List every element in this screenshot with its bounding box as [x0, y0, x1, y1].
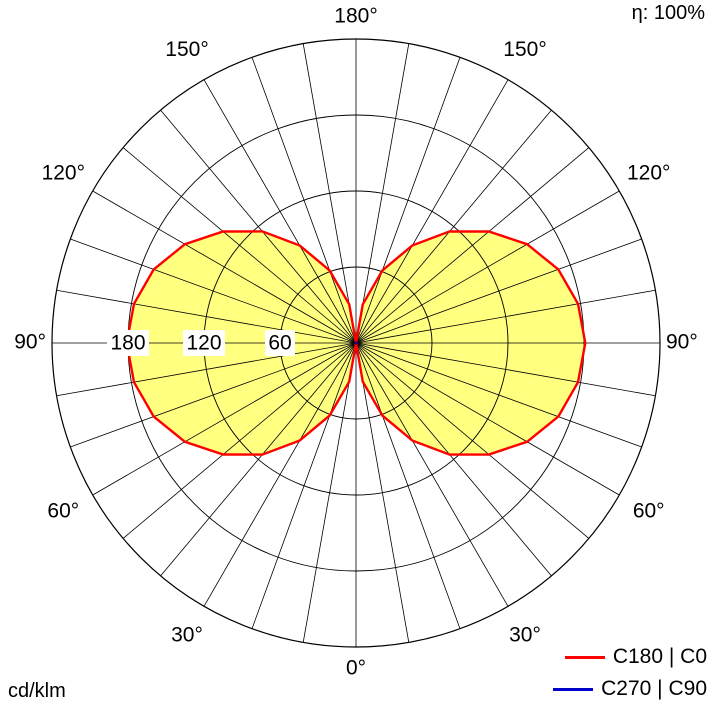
legend-label-c180-c0: C180 | C0: [612, 645, 707, 668]
angle-label-left-60: 60°: [47, 500, 79, 523]
angle-label-right-60: 60°: [633, 500, 665, 523]
angle-label-right-30: 30°: [509, 623, 541, 646]
radial-tick-label: 60: [268, 332, 291, 355]
legend-item-c180-c0: C180 | C0: [564, 645, 707, 669]
angle-label-left-150: 150°: [165, 38, 208, 61]
radial-tick-bg: [183, 330, 225, 356]
angle-label-left-90: 90°: [14, 331, 46, 354]
grid-circle: [51, 38, 661, 648]
angle-label-left-30: 30°: [171, 623, 203, 646]
radial-tick-bg: [265, 330, 295, 356]
unit-label: cd/klm: [8, 680, 66, 702]
efficiency-label: η: 100%: [631, 2, 705, 24]
angle-label-right-120: 120°: [627, 162, 670, 185]
radial-tick-label: 120: [186, 332, 221, 355]
angle-label-right-90: 90°: [666, 331, 698, 354]
polar-grid: [51, 38, 661, 648]
legend-label-c270-c90: C270 | C90: [601, 677, 707, 700]
label-layer: 0° 30° 60° 90° 120° 150° 180° 30° 60° 90° 120° 150°…: [14, 5, 698, 680]
angle-label-right-180: 180°: [334, 5, 377, 28]
legend-swatch-c180-c0: [564, 655, 605, 659]
legend-item-c270-c90: C270 | C90: [553, 677, 707, 701]
angle-label-left-120: 120°: [42, 162, 85, 185]
radial-tick-label: 180: [110, 332, 145, 355]
angle-label-right-0: 0°: [346, 657, 366, 680]
series-line-0-right: [354, 230, 587, 456]
radial-tick-bg: [107, 330, 149, 356]
legend-swatch-c270-c90: [553, 687, 594, 691]
angle-label-right-150: 150°: [503, 38, 546, 61]
